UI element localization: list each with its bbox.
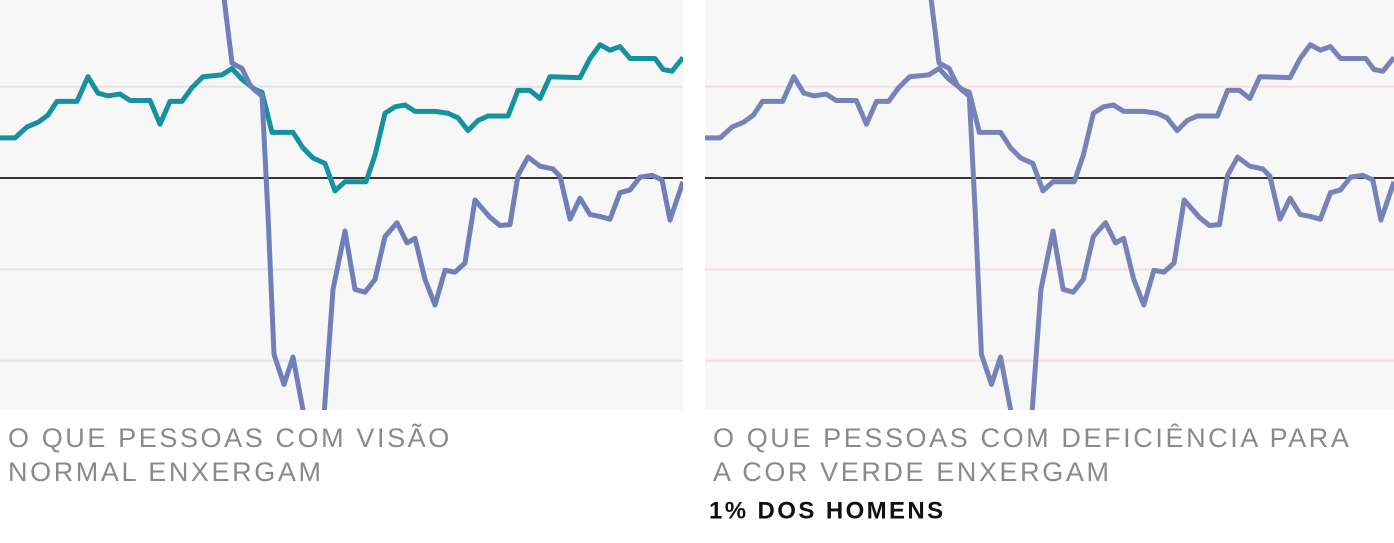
plot-background — [705, 0, 1394, 410]
panel — [705, 0, 1394, 410]
panel — [0, 0, 683, 410]
data-line — [0, 42, 683, 194]
caption: O QUE PESSOAS COM VISÃO — [8, 422, 452, 453]
plot-background — [0, 0, 683, 410]
data-line — [221, 0, 683, 410]
data-line — [705, 42, 1394, 194]
subtitle: 1% DOS HOMENS — [709, 497, 946, 524]
caption: NORMAL ENXERGAM — [8, 457, 324, 487]
data-line — [928, 0, 1394, 410]
caption: A COR VERDE ENXERGAM — [713, 457, 1112, 487]
caption: O QUE PESSOAS COM DEFICIÊNCIA PARA — [713, 422, 1352, 453]
